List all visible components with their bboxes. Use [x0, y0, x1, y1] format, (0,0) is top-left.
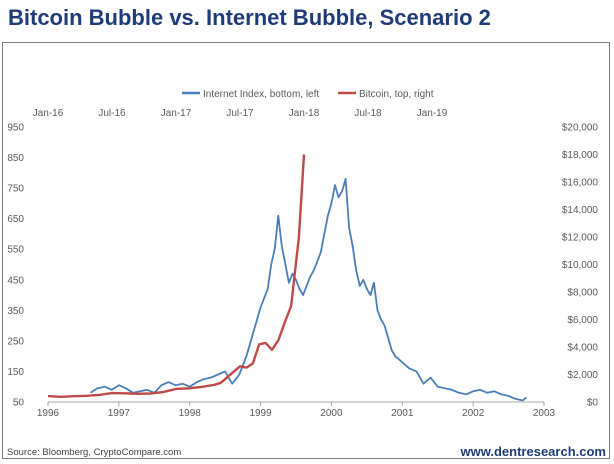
y-right-tick-label: $6,000: [567, 315, 598, 326]
y-left-tick-label: 650: [7, 214, 24, 225]
chart-frame: [2, 42, 610, 459]
y-left-tick-label: 50: [13, 398, 25, 409]
y-right-tick-label: $12,000: [562, 233, 599, 244]
x-bottom-tick-label: 1999: [249, 408, 272, 419]
y-right-tick-label: $20,000: [562, 123, 599, 134]
x-top-tick-label: Jan-19: [417, 108, 448, 119]
y-right-tick-label: $14,000: [562, 205, 599, 216]
y-left-tick-label: 750: [7, 184, 24, 195]
chart-title: Bitcoin Bubble vs. Internet Bubble, Scen…: [8, 5, 491, 30]
axis-ticks: 1996 1997 1998 1999 2000 2001 2002 2003 Jan-16 Ju…: [7, 108, 598, 419]
y-left-tick-label: 250: [7, 336, 24, 347]
series-line-internet: [90, 177, 527, 402]
legend-label-bitcoin: Bitcoin, top, right: [359, 89, 434, 100]
y-left-tick-label: 450: [7, 275, 24, 286]
y-left-tick-label: 850: [7, 153, 24, 164]
y-right-tick-label: $0: [587, 398, 599, 409]
y-right-tick-label: $18,000: [562, 150, 599, 161]
x-top-tick-label: Jan-18: [289, 108, 320, 119]
x-top-tick-label: Jan-16: [33, 108, 64, 119]
legend-label-internet: Internet Index, bottom, left: [203, 89, 319, 100]
x-top-tick-label: Jul-17: [226, 108, 254, 119]
x-bottom-tick-label: 1996: [37, 408, 60, 419]
x-bottom-tick-label: 1998: [179, 408, 202, 419]
y-right-tick-label: $16,000: [562, 178, 599, 189]
x-bottom-tick-label: 2003: [533, 408, 556, 419]
y-left-tick-label: 950: [7, 123, 24, 134]
x-bottom-tick-label: 2001: [391, 408, 414, 419]
website-link[interactable]: www.dentresearch.com: [460, 444, 606, 459]
x-top-tick-label: Jul-16: [98, 108, 126, 119]
x-bottom-tick-label: 2000: [320, 408, 343, 419]
y-right-tick-label: $2,000: [567, 370, 598, 381]
y-left-tick-label: 350: [7, 306, 24, 317]
legend: Internet Index, bottom, left Bitcoin, to…: [182, 89, 434, 100]
x-bottom-tick-label: 1997: [108, 408, 131, 419]
y-left-tick-label: 150: [7, 367, 24, 378]
series-lines: [47, 154, 527, 402]
y-right-tick-label: $10,000: [562, 260, 599, 271]
y-left-tick-label: 550: [7, 245, 24, 256]
series-line-bitcoin: [47, 154, 306, 398]
x-top-tick-label: Jan-17: [161, 108, 192, 119]
x-bottom-tick-label: 2002: [462, 408, 485, 419]
y-right-tick-label: $8,000: [567, 288, 598, 299]
source-note: Source: Bloomberg, CryptoCompare.com: [7, 447, 182, 458]
y-right-tick-label: $4,000: [567, 343, 598, 354]
x-top-tick-label: Jul-18: [354, 108, 382, 119]
